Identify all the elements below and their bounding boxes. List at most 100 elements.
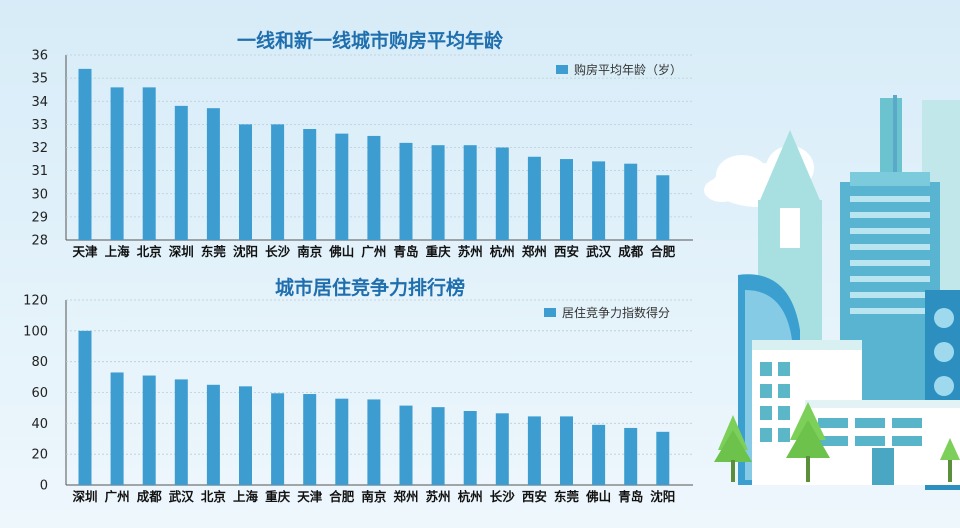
y-tick-label: 30: [31, 187, 48, 202]
bar: [303, 394, 317, 485]
bar: [335, 133, 349, 240]
category-label: 长沙: [265, 244, 291, 259]
category-label: 成都: [618, 244, 644, 259]
bar: [303, 129, 317, 240]
bar: [527, 416, 541, 485]
bar: [463, 145, 477, 240]
bar: [335, 398, 349, 485]
category-label: 合肥: [329, 489, 355, 504]
category-label: 沈阳: [650, 489, 675, 504]
chart-title: 城市居住竞争力排行榜: [275, 276, 465, 299]
bar: [656, 431, 670, 485]
legend: 购房平均年龄（岁）: [556, 62, 682, 77]
category-label: 苏州: [426, 489, 451, 504]
bar: [495, 413, 509, 485]
category-label: 郑州: [522, 244, 547, 259]
category-label: 合肥: [650, 244, 676, 259]
bar: [592, 161, 606, 240]
y-tick-label: 100: [23, 324, 48, 339]
bar: [527, 156, 541, 240]
y-tick-label: 0: [40, 479, 48, 494]
legend-label: 居住竞争力指数得分: [562, 305, 670, 320]
category-label: 杭州: [490, 244, 515, 259]
category-label: 重庆: [426, 244, 452, 259]
category-label: 天津: [297, 489, 323, 504]
legend: 居住竞争力指数得分: [544, 305, 670, 320]
bar: [431, 145, 445, 240]
category-label: 上海: [233, 489, 259, 504]
category-label: 北京: [137, 244, 163, 259]
y-tick-label: 35: [31, 72, 48, 87]
y-tick-label: 32: [31, 141, 48, 156]
y-tick-label: 80: [31, 355, 48, 370]
chart-residential-competitiveness: 城市居住竞争力排行榜 0 20 40 60 80 100 120 深圳 广州 成都 武汉 北京 上海重…: [23, 276, 693, 504]
category-label: 南京: [297, 244, 323, 259]
category-label: 苏州: [458, 244, 483, 259]
chart-purchase-age: 一线和新一线城市购房平均年龄 28 29 30 31 32 33 34 35 36 天津 上海 北京…: [31, 29, 693, 259]
bar: [142, 87, 156, 240]
legend-swatch: [544, 308, 556, 317]
y-tick-label: 60: [31, 386, 48, 401]
bar: [271, 124, 285, 240]
bar: [431, 407, 445, 485]
bar: [206, 384, 220, 485]
category-label: 青岛: [393, 244, 418, 259]
category-label: 广州: [105, 489, 130, 504]
category-label: 天津: [72, 244, 98, 259]
bar: [624, 427, 638, 485]
y-tick-label: 34: [31, 95, 48, 110]
bar: [239, 386, 252, 485]
category-label: 深圳: [72, 489, 97, 504]
category-label: 沈阳: [233, 244, 258, 259]
category-label: 佛山: [328, 244, 354, 259]
bar: [399, 405, 413, 485]
chart-title: 一线和新一线城市购房平均年龄: [237, 29, 504, 52]
bar: [592, 424, 606, 485]
y-tick-label: 120: [23, 294, 48, 309]
category-label: 成都: [137, 489, 163, 504]
category-label: 广州: [361, 244, 386, 259]
y-tick-label: 28: [31, 234, 48, 249]
category-label: 深圳: [169, 244, 194, 259]
bar: [110, 87, 124, 240]
category-label: 佛山: [585, 489, 611, 504]
category-label: 武汉: [169, 489, 195, 504]
category-label: 重庆: [265, 489, 291, 504]
bar: [495, 147, 509, 240]
bar: [174, 105, 188, 240]
y-tick-label: 31: [31, 164, 48, 179]
category-label: 北京: [201, 489, 227, 504]
bar: [656, 175, 670, 240]
y-tick-label: 33: [31, 118, 48, 133]
bar: [174, 379, 188, 485]
category-label: 杭州: [458, 489, 483, 504]
category-label: 郑州: [393, 489, 418, 504]
bar: [78, 68, 92, 240]
bar: [110, 372, 124, 485]
bar: [206, 108, 220, 240]
bar: [78, 330, 92, 485]
legend-swatch: [556, 65, 568, 74]
city-illustration: [704, 95, 960, 490]
category-label: 西安: [554, 244, 579, 259]
y-tick-label: 36: [31, 49, 48, 64]
bar: [624, 163, 638, 240]
category-label: 武汉: [586, 244, 612, 259]
category-label: 长沙: [490, 489, 516, 504]
y-tick-label: 29: [31, 210, 48, 225]
legend-label: 购房平均年龄（岁）: [574, 62, 682, 77]
bar: [239, 124, 252, 240]
category-label: 西安: [522, 489, 547, 504]
bar: [271, 393, 285, 485]
bar: [142, 375, 156, 485]
bar: [560, 159, 573, 240]
y-tick-label: 20: [31, 448, 48, 463]
category-label: 青岛: [618, 489, 643, 504]
bar: [463, 411, 477, 485]
tree-icon: [714, 402, 960, 482]
category-label: 东莞: [201, 244, 227, 259]
bar: [367, 399, 381, 485]
bar: [367, 135, 381, 240]
y-tick-label: 40: [31, 417, 48, 432]
